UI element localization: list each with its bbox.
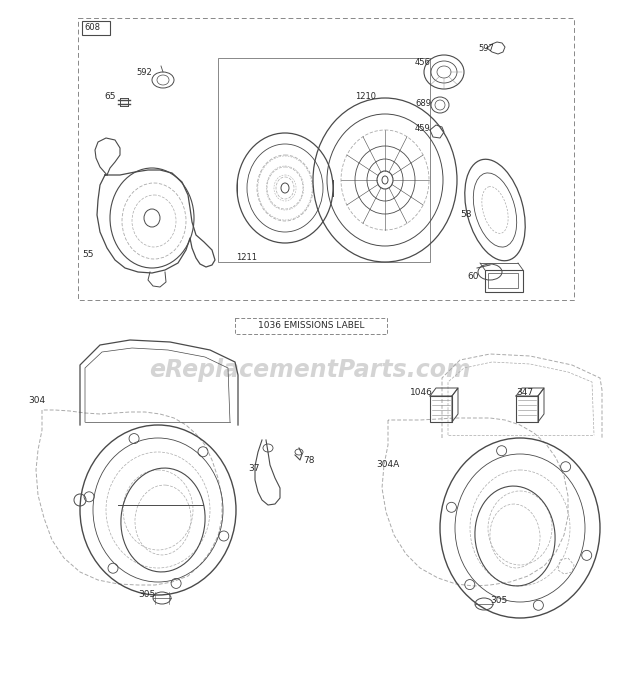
Text: 597: 597 (478, 44, 494, 53)
Bar (78, 18, 574, 300)
Text: 347: 347 (516, 388, 533, 397)
Text: 305: 305 (490, 596, 507, 605)
Text: 304: 304 (28, 396, 45, 405)
Bar (430, 396, 452, 422)
Text: 304A: 304A (376, 460, 399, 469)
Text: 592: 592 (136, 68, 152, 77)
Bar (485, 270, 523, 292)
Text: 58: 58 (460, 210, 471, 219)
Text: 1211: 1211 (236, 253, 257, 262)
Text: 60: 60 (467, 272, 479, 281)
Text: 55: 55 (82, 250, 94, 259)
Text: 456: 456 (415, 58, 431, 67)
Text: 37: 37 (248, 464, 260, 473)
Text: 305: 305 (138, 590, 155, 599)
Bar (218, 58, 430, 262)
Text: 1210: 1210 (355, 92, 376, 101)
Bar (488, 273, 518, 288)
Text: 689: 689 (415, 99, 431, 108)
Bar (516, 396, 538, 422)
Text: eReplacementParts.com: eReplacementParts.com (149, 358, 471, 382)
Text: 78: 78 (303, 456, 314, 465)
Text: 459: 459 (415, 124, 431, 133)
Bar (82, 21, 110, 35)
Text: 1046: 1046 (410, 388, 433, 397)
Text: 65: 65 (104, 92, 115, 101)
Text: 1036 EMISSIONS LABEL: 1036 EMISSIONS LABEL (258, 322, 365, 331)
Bar (235, 318, 387, 334)
Text: 608: 608 (84, 23, 100, 32)
